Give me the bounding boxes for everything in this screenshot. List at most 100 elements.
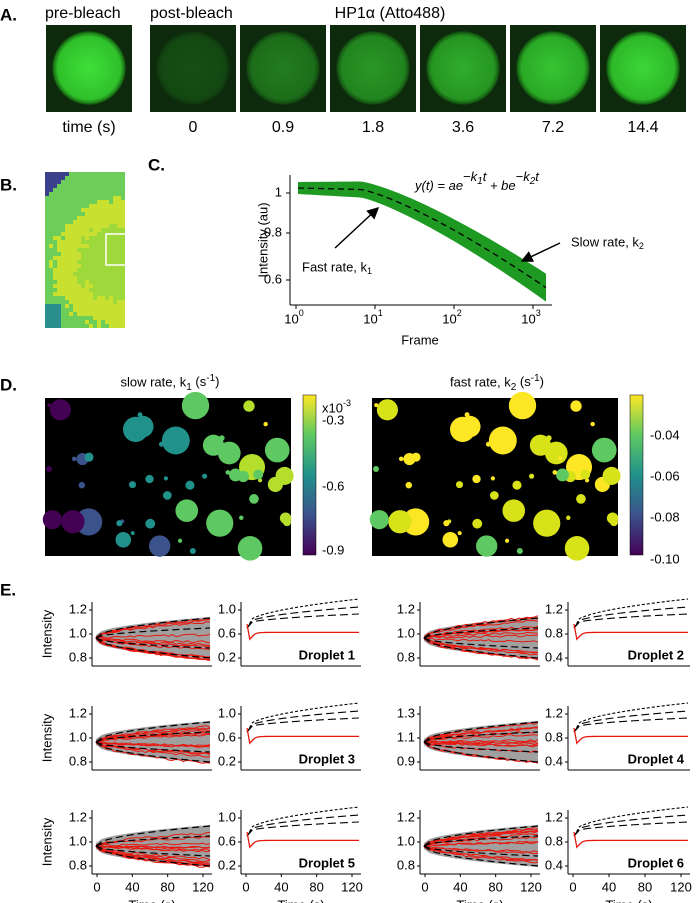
pixel [57,200,61,204]
pixel [97,256,101,260]
pixel [97,236,101,240]
y-tick-label: 0.2 [218,649,236,664]
trace [95,637,211,644]
pixel [121,320,125,324]
y-tick-label: 1.1 [397,729,415,744]
pixel [53,316,57,320]
pixel [57,228,61,232]
fit-curve [573,598,689,629]
droplet [457,531,462,536]
pixel [65,316,69,320]
y-tick-label: 0.8 [264,224,282,239]
pixel [73,284,77,288]
pixel [101,212,105,216]
droplet [237,536,263,561]
droplet-label: Droplet 1 [299,647,355,662]
pixel [97,280,101,284]
trace [95,638,211,646]
fit-curve [423,741,539,763]
pixel [89,268,93,272]
pixel [65,220,69,224]
droplet [576,494,586,504]
pixel [109,304,113,308]
pixel [89,204,93,208]
pixel [101,208,105,212]
pixel [49,272,53,276]
pixel [109,180,113,184]
pixel [117,256,121,260]
pixel [69,276,73,280]
pixel [81,220,85,224]
pixel [69,260,73,264]
pixel [109,256,113,260]
pixel [49,212,53,216]
pixel [113,296,117,300]
pixel [113,312,117,316]
pixel [69,292,73,296]
pixel [77,324,81,328]
pixel [65,244,69,248]
pixel [53,288,57,292]
pixel [45,200,49,204]
pixel [57,212,61,216]
pixel [49,244,53,248]
pixel [61,184,65,188]
pixel [53,292,57,296]
pixel [45,284,49,288]
pixel [61,236,65,240]
pixel [89,320,93,324]
pixel [61,300,65,304]
pixel [49,220,53,224]
text-part: 2 [529,176,536,187]
pixel [65,212,69,216]
pixel [113,280,117,284]
pixel [121,220,125,224]
pixel [77,244,81,248]
pixel [93,180,97,184]
droplet [239,515,244,521]
pixel [89,276,93,280]
droplet [145,518,156,529]
trace [95,845,211,868]
pixel [65,256,69,260]
pixel [61,316,65,320]
fit-curve [246,606,360,629]
fit-curve [95,637,211,659]
pixel [109,308,113,312]
pixel [117,252,121,256]
pixel [97,272,101,276]
pixel [61,252,65,256]
pixel [121,288,125,292]
pixel [89,192,93,196]
pixel [121,244,125,248]
colorbar-tick: -0.08 [650,509,680,524]
pixel [97,292,101,296]
pixel [73,320,77,324]
pixel [117,276,121,280]
y-tick-label: 0.8 [397,857,415,872]
pixel [45,180,49,184]
pixel [89,188,93,192]
pixel [49,224,53,228]
pixel [117,220,121,224]
pixel [73,216,77,220]
pixel [105,252,109,256]
pixel [93,196,97,200]
droplet [557,455,563,461]
pixel [93,228,97,232]
y-tick-label: 0.4 [545,649,563,664]
time-value: 0 [189,119,198,136]
pixel [45,276,49,280]
pixel [85,316,89,320]
pixel [81,208,85,212]
droplet [398,456,404,462]
pixel [89,176,93,180]
pixel [53,216,57,220]
pixel [77,172,81,176]
pixel [65,216,69,220]
pixel [57,248,61,252]
pixel [57,300,61,304]
pixel [113,276,117,280]
pixel [49,284,53,288]
pixel [53,308,57,312]
